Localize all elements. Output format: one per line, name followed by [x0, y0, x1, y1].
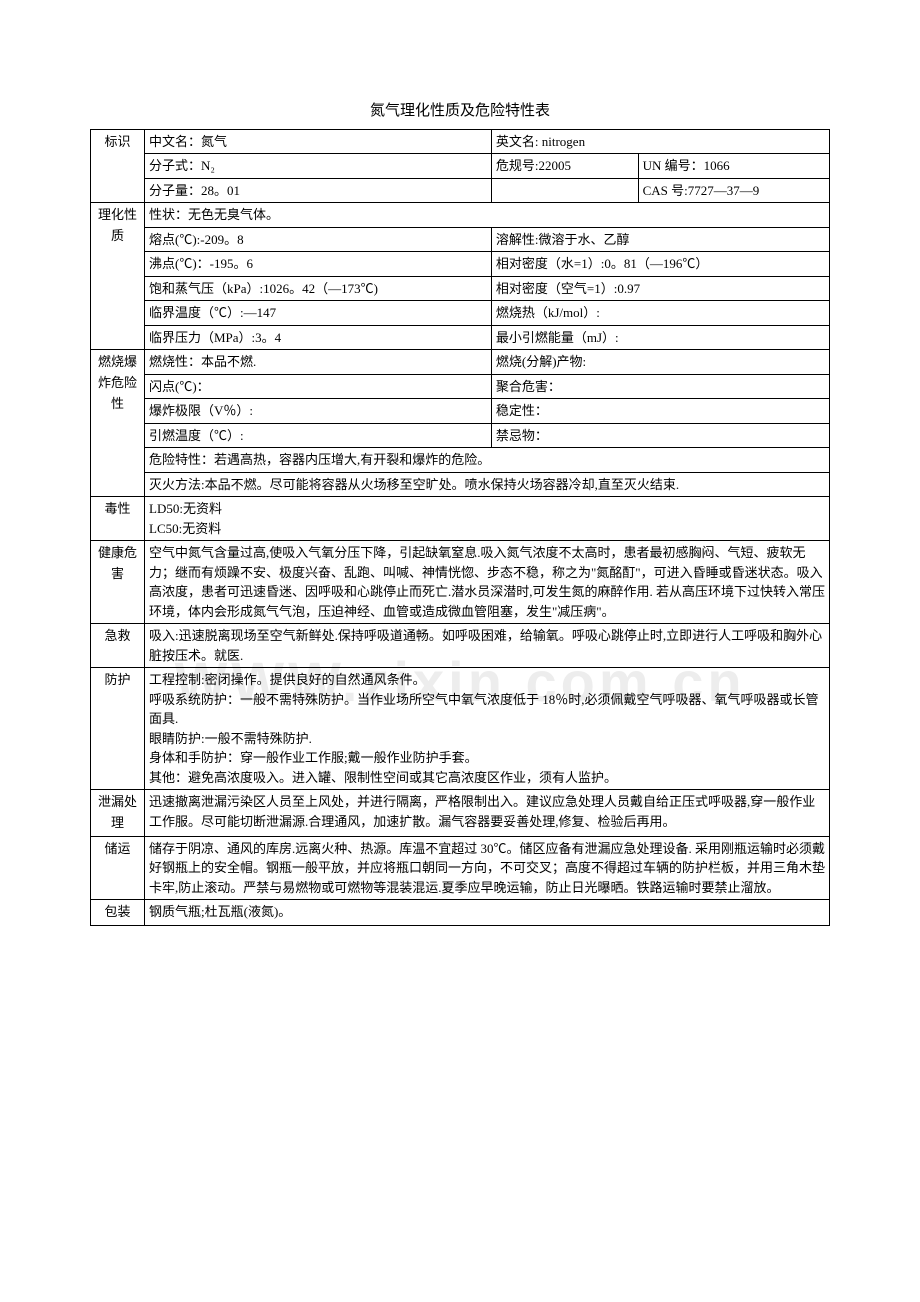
section-tox: 毒性 [91, 497, 145, 541]
cell-pack: 钢质气瓶;杜瓦瓶(液氮)。 [145, 900, 830, 926]
section-fire: 燃烧爆炸危险性 [91, 350, 145, 497]
cell-hazcode: 危规号:22005 [491, 154, 638, 179]
cell-prod: 燃烧(分解)产物: [491, 350, 829, 375]
cell-name-cn: 中文名：氮气 [145, 129, 492, 154]
cell-bp: 沸点(℃)：-195。6 [145, 252, 492, 277]
cell-flam: 燃烧性：本品不燃. [145, 350, 492, 375]
section-store: 储运 [91, 836, 145, 900]
cell-pc: 临界压力（MPa）:3。4 [145, 325, 492, 350]
cell-dens-a: 相对密度（空气=1）:0.97 [491, 276, 829, 301]
cell-name-en: 英文名: nitrogen [491, 129, 829, 154]
page-title: 氮气理化性质及危险特性表 [90, 100, 830, 123]
cell-stab: 稳定性： [491, 399, 829, 424]
cell-combheat: 燃烧热（kJ/mol）: [491, 301, 829, 326]
cell-haz: 危险特性：若遇高热，容器内压增大,有开裂和爆炸的危险。 [145, 448, 830, 473]
section-protect: 防护 [91, 668, 145, 790]
cell-tc: 临界温度（℃）:—147 [145, 301, 492, 326]
cell-expl: 爆炸极限（V％）: [145, 399, 492, 424]
cell-formula: 分子式：N₂ [145, 154, 492, 179]
section-phys: 理化性质 [91, 203, 145, 350]
cell-mw: 分子量：28。01 [145, 178, 492, 203]
cell-poly: 聚合危害： [491, 374, 829, 399]
cell-vp: 饱和蒸气压（kPa）:1026。42（—173℃) [145, 276, 492, 301]
cell-igntemp: 引燃温度（℃）: [145, 423, 492, 448]
cell-cas: CAS 号:7727—37—9 [638, 178, 829, 203]
cell-flash: 闪点(℃)： [145, 374, 492, 399]
cell-store: 储存于阴凉、通风的库房.远离火种、热源。库温不宜超过 30℃。储区应备有泄漏应急… [145, 836, 830, 900]
cell-tox: LD50:无资料 LC50:无资料 [145, 497, 830, 541]
cell-minign: 最小引燃能量（mJ）: [491, 325, 829, 350]
cell-leak: 迅速撤离泄漏污染区人员至上风处，并进行隔离，严格限制出入。建议应急处理人员戴自给… [145, 790, 830, 837]
cell-blank [491, 178, 638, 203]
cell-incomp: 禁忌物： [491, 423, 829, 448]
section-id: 标识 [91, 129, 145, 203]
section-leak: 泄漏处理 [91, 790, 145, 837]
section-health: 健康危害 [91, 541, 145, 624]
cell-mp: 熔点(℃):-209。8 [145, 227, 492, 252]
cell-state: 性状：无色无臭气体。 [145, 203, 830, 228]
cell-un: UN 编号：1066 [638, 154, 829, 179]
cell-health: 空气中氮气含量过高,使吸入气氧分压下降，引起缺氧窒息.吸入氮气浓度不太高时，患者… [145, 541, 830, 624]
property-table: 标识 中文名：氮气 英文名: nitrogen 分子式：N₂ 危规号:22005… [90, 129, 830, 926]
cell-protect: 工程控制:密闭操作。提供良好的自然通风条件。 呼吸系统防护：一般不需特殊防护。当… [145, 668, 830, 790]
cell-aid: 吸入:迅速脱离现场至空气新鲜处.保持呼吸道通畅。如呼吸困难，给输氧。呼吸心跳停止… [145, 624, 830, 668]
cell-sol: 溶解性:微溶于水、乙醇 [491, 227, 829, 252]
section-aid: 急救 [91, 624, 145, 668]
cell-ext: 灭火方法:本品不燃。尽可能将容器从火场移至空旷处。喷水保持火场容器冷却,直至灭火… [145, 472, 830, 497]
cell-dens-w: 相对密度（水=1）:0。81（—196℃） [491, 252, 829, 277]
section-pack: 包装 [91, 900, 145, 926]
